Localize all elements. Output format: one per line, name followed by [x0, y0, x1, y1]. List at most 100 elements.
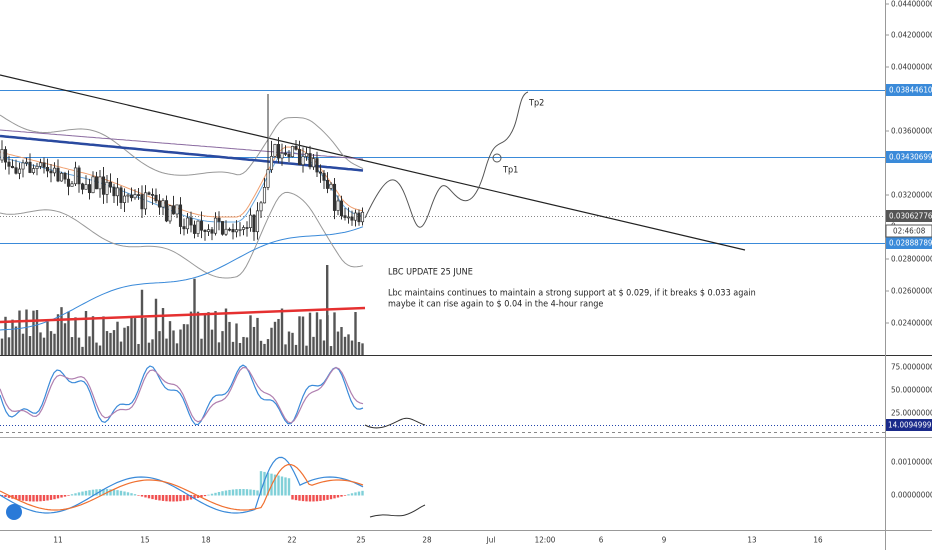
price-tag: [886, 237, 932, 249]
macd-histogram-bar: [161, 495, 165, 501]
macd-axis-label: 0.00000000: [891, 491, 932, 500]
candle-body: [52, 167, 57, 174]
macd-histogram-bar: [294, 495, 298, 501]
candle-body: [189, 217, 193, 226]
volume-bar: [175, 343, 179, 355]
volume-bar: [77, 337, 81, 355]
candle-body: [308, 153, 312, 168]
volume-bar: [53, 333, 56, 355]
candle-body: [227, 228, 232, 231]
macd-histogram-bar: [130, 493, 133, 496]
macd-histogram-bar: [333, 495, 336, 499]
macd-histogram-bar: [273, 474, 277, 496]
projection-path: [364, 417, 426, 429]
volume-bar: [333, 312, 336, 355]
candle-body: [45, 166, 50, 172]
volume-bar: [242, 336, 245, 355]
candle-body: [339, 200, 344, 217]
candle-body: [147, 192, 151, 195]
volume-bar: [287, 331, 291, 355]
candle-body: [245, 227, 249, 229]
volume-bar: [224, 308, 228, 355]
volume-bar: [277, 318, 280, 355]
candle-body: [136, 194, 141, 196]
candle-body: [241, 227, 246, 230]
price-axis-label: 0.03200000: [891, 191, 932, 200]
volume-bar: [81, 346, 84, 355]
candle-body: [210, 229, 214, 234]
volume-bar: [361, 343, 364, 355]
macd-histogram-bar: [322, 495, 326, 501]
macd-histogram-bar: [116, 490, 119, 496]
price-tag: [886, 151, 932, 163]
macd-histogram-bar: [200, 495, 203, 498]
candle-body: [143, 192, 148, 210]
time-axis-label: 25: [356, 536, 365, 545]
macd-histogram-bar: [245, 489, 249, 496]
volume-bar: [200, 338, 203, 355]
candle-body: [192, 224, 197, 234]
volume-bar: [0, 338, 4, 355]
candle-body: [24, 161, 29, 164]
macd-histogram-bar: [63, 495, 67, 497]
price-axis-label: 0.02600000: [891, 287, 932, 296]
candle-body: [35, 165, 39, 169]
volume-bar: [252, 326, 256, 355]
macd-histogram-bar: [305, 495, 308, 502]
candle-body: [304, 153, 309, 157]
candle-body: [129, 194, 134, 199]
macd-histogram-bar: [88, 490, 91, 496]
candle-body: [108, 181, 113, 188]
candle-body: [262, 187, 267, 204]
candle-body: [98, 176, 102, 190]
macd-histogram-bar: [361, 490, 364, 496]
candle-body: [101, 176, 106, 195]
time-axis-label: 11: [53, 536, 62, 545]
price-axis-label: 0.03600000: [891, 127, 932, 136]
candle-body: [206, 229, 211, 232]
volume-bar: [186, 324, 189, 355]
time-axis-label: 28: [422, 536, 432, 545]
volume-bar: [109, 332, 112, 355]
time-axis-label: 6: [599, 536, 604, 545]
macd-histogram-bar: [277, 475, 280, 496]
volume-bar: [67, 311, 70, 355]
candle-body: [217, 217, 221, 222]
candle-body: [115, 187, 120, 197]
macd-histogram-bar: [74, 493, 77, 496]
macd-histogram-bar: [70, 494, 74, 496]
candle-body: [182, 226, 186, 230]
candle-body: [178, 204, 183, 227]
volume-bar: [25, 309, 28, 355]
annotation-title: LBC UPDATE 25 JUNE: [388, 268, 473, 278]
macd-histogram-bar: [140, 495, 144, 497]
volume-bar: [168, 321, 172, 355]
macd-histogram-bar: [193, 495, 196, 499]
stoch-d: [0, 366, 364, 424]
macd-histogram-bar: [357, 491, 361, 496]
candle-body: [329, 183, 333, 189]
macd-histogram-bar: [81, 491, 84, 496]
volume-bar: [315, 312, 319, 355]
macd-histogram-bar: [196, 495, 200, 498]
time-axis-label: 15: [140, 536, 149, 545]
candle-body: [332, 183, 337, 211]
oscillator-tag: [886, 419, 932, 431]
logo: [6, 504, 22, 520]
macd-histogram-bar: [354, 492, 357, 496]
macd-histogram-bar: [301, 495, 305, 502]
candle-body: [119, 187, 123, 203]
macd-histogram-bar: [214, 492, 217, 496]
volume-bar: [46, 321, 49, 355]
macd-histogram-bar: [224, 490, 228, 496]
candle-body: [259, 202, 263, 212]
volume-bar: [347, 334, 350, 355]
volume-bar: [154, 298, 158, 355]
time-axis-label: 18: [201, 536, 211, 545]
volume-bar: [259, 340, 263, 355]
macd-histogram-bar: [7, 495, 11, 498]
volume-bar: [340, 327, 343, 355]
macd-histogram-bar: [144, 495, 147, 498]
candle-body: [122, 195, 127, 203]
candle-body: [10, 165, 15, 169]
